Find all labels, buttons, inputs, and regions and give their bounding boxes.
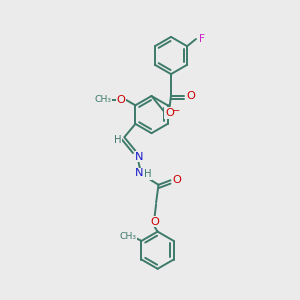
Text: −: − [172, 105, 180, 114]
Text: O: O [150, 217, 159, 227]
Text: N: N [135, 168, 143, 178]
Text: O: O [165, 108, 174, 118]
Text: F: F [199, 34, 205, 44]
Text: O: O [186, 91, 195, 101]
Text: H: H [114, 135, 121, 145]
Text: O: O [172, 175, 181, 185]
Text: N: N [135, 152, 144, 162]
Text: O: O [117, 95, 125, 105]
Text: H: H [144, 169, 151, 179]
Text: CH₃: CH₃ [119, 232, 136, 241]
Text: CH₃: CH₃ [95, 95, 112, 104]
